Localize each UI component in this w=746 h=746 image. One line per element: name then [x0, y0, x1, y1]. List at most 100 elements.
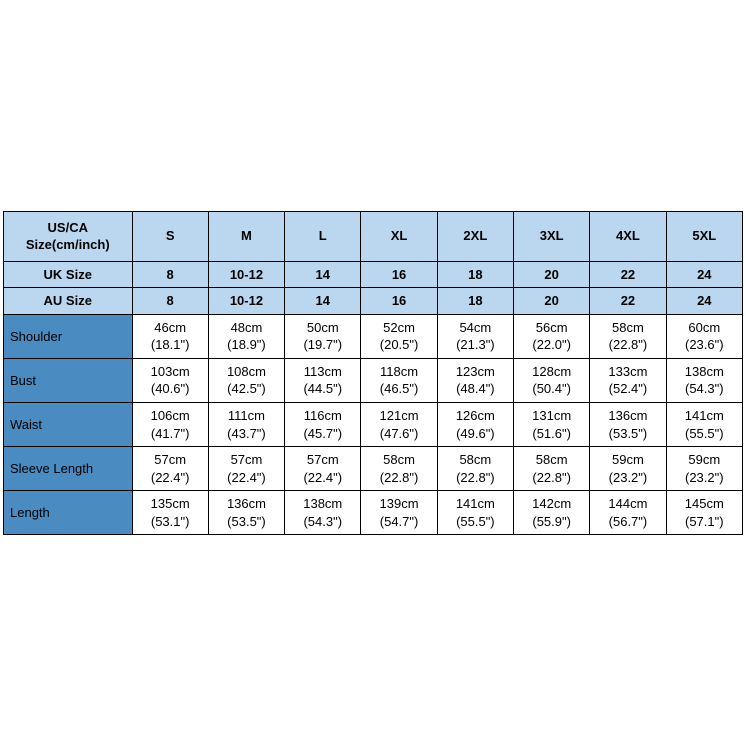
measure-cell: 48cm(18.9")	[208, 314, 284, 358]
header-label-au: AU Size	[4, 288, 133, 315]
au-2: 14	[285, 288, 361, 315]
measure-cm: 50cm	[307, 320, 339, 335]
measure-in: (22.8")	[380, 470, 419, 485]
measure-cm: 133cm	[608, 364, 647, 379]
measure-in: (46.5")	[380, 381, 419, 396]
measure-in: (47.6")	[380, 426, 419, 441]
measure-cell: 135cm(53.1")	[132, 491, 208, 535]
measure-in: (52.4")	[609, 381, 648, 396]
measure-cm: 48cm	[231, 320, 263, 335]
measure-in: (44.5")	[303, 381, 342, 396]
uk-3: 16	[361, 261, 437, 288]
uk-1: 10-12	[208, 261, 284, 288]
measure-cell: 141cm(55.5")	[666, 403, 742, 447]
measure-cm: 138cm	[685, 364, 724, 379]
row-label: Bust	[4, 358, 133, 402]
measure-cm: 46cm	[154, 320, 186, 335]
table-row: Shoulder 46cm (18.1") 48cm(18.9")50cm(19.7"…	[4, 314, 743, 358]
measure-in: (48.4")	[456, 381, 495, 396]
measure-in: (23.2")	[609, 470, 648, 485]
measure-cell: 108cm(42.5")	[208, 358, 284, 402]
measure-cm: 57cm	[307, 452, 339, 467]
au-6: 22	[590, 288, 666, 315]
measure-cm: 58cm	[612, 320, 644, 335]
measure-in: (53.5")	[227, 514, 266, 529]
measure-cell: 128cm (50.4")	[514, 358, 590, 402]
measure-cm: 59cm	[612, 452, 644, 467]
measure-in: (55.9")	[532, 514, 571, 529]
measure-cell: 145cm(57.1")	[666, 491, 742, 535]
au-7: 24	[666, 288, 742, 315]
measure-cell: 106cm(41.7")	[132, 403, 208, 447]
measure-cell: 56cm(22.0")	[514, 314, 590, 358]
measure-cm: 58cm	[459, 452, 491, 467]
uk-0: 8	[132, 261, 208, 288]
measure-cell: 58cm(22.8")	[514, 447, 590, 491]
measure-in: (23.2")	[685, 470, 724, 485]
measure-in: (22.4")	[151, 470, 190, 485]
row-label: Shoulder	[4, 314, 133, 358]
measure-in: (22.8")	[456, 470, 495, 485]
measure-cm: 141cm	[685, 408, 724, 423]
measure-cell: 58cm (22.8")	[361, 447, 437, 491]
measure-cell: 103cm(40.6")	[132, 358, 208, 402]
header-label-usca: US/CA Size(cm/inch)	[4, 211, 133, 261]
measure-in: (23.6")	[685, 337, 724, 352]
measure-cell: 138cm(54.3")	[285, 491, 361, 535]
measure-in: (22.0")	[532, 337, 571, 352]
measure-cell: 57cm(22.4")	[285, 447, 361, 491]
size-m: M	[208, 211, 284, 261]
measure-in: (54.3")	[685, 381, 724, 396]
size-s: S	[132, 211, 208, 261]
measure-cell: 133cm (52.4")	[590, 358, 666, 402]
measure-cm: 144cm	[608, 496, 647, 511]
measure-cm: 142cm	[532, 496, 571, 511]
measure-in: (20.5")	[380, 337, 419, 352]
measure-cell: 118cm(46.5")	[361, 358, 437, 402]
table-row: Sleeve Length57cm(22.4")57cm(22.4")57cm(…	[4, 447, 743, 491]
measure-cm: 141cm	[456, 496, 495, 511]
measure-cm: 139cm	[380, 496, 419, 511]
size-chart-table: US/CA Size(cm/inch) S M L XL 2XL 3XL 4XL…	[3, 211, 743, 536]
measure-cell: 121cm(47.6")	[361, 403, 437, 447]
measure-cell: 59cm (23.2")	[590, 447, 666, 491]
measure-in: (43.7")	[227, 426, 266, 441]
measure-in: (57.1")	[685, 514, 724, 529]
measure-cm: 103cm	[151, 364, 190, 379]
size-3xl: 3XL	[514, 211, 590, 261]
measure-in: (45.7")	[303, 426, 342, 441]
measure-in: (22.8")	[532, 470, 571, 485]
measure-in: (21.3")	[456, 337, 495, 352]
measure-cm: 108cm	[227, 364, 266, 379]
measure-cell: 60cm (23.6")	[666, 314, 742, 358]
measure-cm: 128cm	[532, 364, 571, 379]
row-label: Length	[4, 491, 133, 535]
measure-cell: 142cm (55.9")	[514, 491, 590, 535]
header-row-uk: UK Size 8 10-12 14 16 18 20 22 24	[4, 261, 743, 288]
measure-cm: 60cm	[688, 320, 720, 335]
measure-cell: 57cm (22.4")	[132, 447, 208, 491]
measure-cm: 58cm	[383, 452, 415, 467]
header-label-uk: UK Size	[4, 261, 133, 288]
measure-cell: 144cm(56.7")	[590, 491, 666, 535]
measure-in: (55.5")	[456, 514, 495, 529]
size-chart-container: US/CA Size(cm/inch) S M L XL 2XL 3XL 4XL…	[3, 211, 743, 536]
measure-in: (18.1")	[151, 337, 190, 352]
uk-7: 24	[666, 261, 742, 288]
measure-cm: 113cm	[304, 364, 342, 379]
measure-cell: 59cm(23.2")	[666, 447, 742, 491]
measure-cell: 54cm(21.3")	[437, 314, 513, 358]
measure-cell: 57cm(22.4")	[208, 447, 284, 491]
measure-cell: 58cm (22.8")	[437, 447, 513, 491]
measure-cell: 111cm(43.7")	[208, 403, 284, 447]
measure-in: (50.4")	[532, 381, 571, 396]
measure-cm: 57cm	[154, 452, 186, 467]
measure-cm: 52cm	[383, 320, 415, 335]
au-5: 20	[514, 288, 590, 315]
measure-cm: 57cm	[231, 452, 263, 467]
measure-cell: 126cm(49.6")	[437, 403, 513, 447]
measure-cell: 50cm(19.7")	[285, 314, 361, 358]
row-label: Waist	[4, 403, 133, 447]
size-l: L	[285, 211, 361, 261]
measure-cm: 126cm	[456, 408, 495, 423]
